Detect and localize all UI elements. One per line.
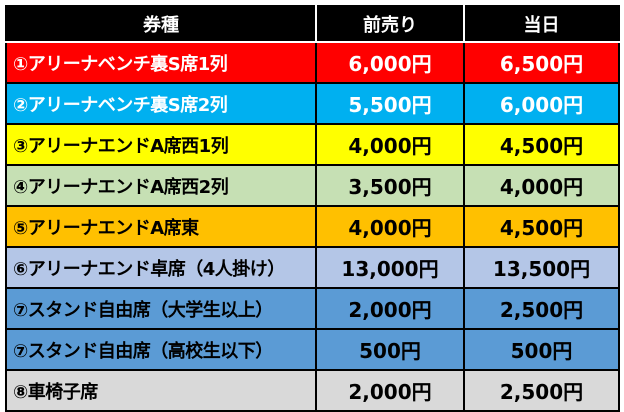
- ticket-type-cell: ②アリーナベンチ裏S席2列: [5, 82, 317, 125]
- table-row: ⑦スタンド自由席（高校生以下） 500円 500円: [5, 328, 620, 371]
- ticket-type-cell: ⑥アリーナエンド卓席（4人掛け）: [5, 246, 317, 289]
- advance-price-cell: 500円: [315, 328, 465, 371]
- advance-price-cell: 4,000円: [315, 205, 465, 248]
- day-of-price-cell: 4,500円: [463, 205, 620, 248]
- advance-price-cell: 2,000円: [315, 287, 465, 330]
- advance-price-cell: 5,500円: [315, 82, 465, 125]
- advance-price-cell: 3,500円: [315, 164, 465, 207]
- day-of-price-cell: 4,500円: [463, 123, 620, 166]
- table-row: ⑧車椅子席 2,000円 2,500円: [5, 369, 620, 412]
- day-of-price-cell: 13,500円: [463, 246, 620, 289]
- table-row: ③アリーナエンドA席西1列 4,000円 4,500円: [5, 123, 620, 166]
- table-row: ④アリーナエンドA席西2列 3,500円 4,000円: [5, 164, 620, 207]
- ticket-type-cell: ③アリーナエンドA席西1列: [5, 123, 317, 166]
- table-body: ①アリーナベンチ裏S席1列 6,000円 6,500円 ②アリーナベンチ裏S席2…: [5, 41, 620, 412]
- day-of-price-cell: 6,500円: [463, 41, 620, 84]
- day-of-price-cell: 6,000円: [463, 82, 620, 125]
- advance-price-cell: 6,000円: [315, 41, 465, 84]
- table-row: ⑤アリーナエンドA席東 4,000円 4,500円: [5, 205, 620, 248]
- ticket-type-cell: ⑤アリーナエンドA席東: [5, 205, 317, 248]
- table-header-row: 券種 前売り 当日: [5, 5, 620, 43]
- ticket-price-table: 券種 前売り 当日 ①アリーナベンチ裏S席1列 6,000円 6,500円 ②ア…: [5, 5, 620, 412]
- day-of-price-cell: 2,500円: [463, 369, 620, 412]
- header-day-of-price: 当日: [463, 5, 620, 43]
- ticket-type-cell: ⑧車椅子席: [5, 369, 317, 412]
- table-row: ⑦スタンド自由席（大学生以上） 2,000円 2,500円: [5, 287, 620, 330]
- header-advance-price: 前売り: [315, 5, 465, 43]
- header-ticket-type: 券種: [5, 5, 317, 43]
- advance-price-cell: 2,000円: [315, 369, 465, 412]
- table-row: ①アリーナベンチ裏S席1列 6,000円 6,500円: [5, 41, 620, 84]
- ticket-type-cell: ⑦スタンド自由席（高校生以下）: [5, 328, 317, 371]
- day-of-price-cell: 4,000円: [463, 164, 620, 207]
- advance-price-cell: 13,000円: [315, 246, 465, 289]
- ticket-type-cell: ①アリーナベンチ裏S席1列: [5, 41, 317, 84]
- day-of-price-cell: 2,500円: [463, 287, 620, 330]
- table-row: ②アリーナベンチ裏S席2列 5,500円 6,000円: [5, 82, 620, 125]
- advance-price-cell: 4,000円: [315, 123, 465, 166]
- day-of-price-cell: 500円: [463, 328, 620, 371]
- ticket-type-cell: ⑦スタンド自由席（大学生以上）: [5, 287, 317, 330]
- table-row: ⑥アリーナエンド卓席（4人掛け） 13,000円 13,500円: [5, 246, 620, 289]
- ticket-type-cell: ④アリーナエンドA席西2列: [5, 164, 317, 207]
